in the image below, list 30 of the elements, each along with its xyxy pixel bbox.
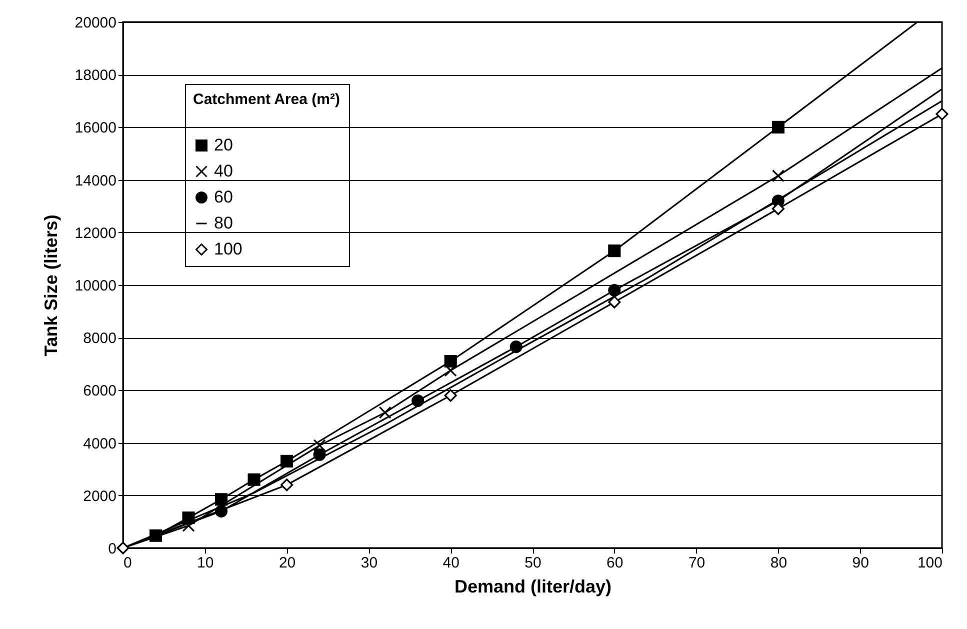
y-tick-label: 2000	[83, 488, 116, 505]
x-tick-label: 70	[688, 554, 706, 572]
legend-label: 100	[214, 240, 242, 258]
y-tick-label: 10000	[74, 278, 116, 294]
y-tick-label: 16000	[74, 120, 116, 137]
y-tick-label: 8000	[83, 330, 116, 348]
y-axis-title: Tank Size (liters)	[40, 214, 61, 356]
x-tick-label: 100	[917, 554, 942, 572]
x-tick-label: 30	[360, 554, 378, 572]
legend-label: 80	[214, 214, 233, 232]
x-tick-label: 60	[606, 554, 624, 572]
legend-label: 40	[214, 162, 233, 180]
x-tick-label: 0	[124, 554, 132, 572]
x-tick-label: 90	[852, 554, 869, 572]
legend-title: Catchment Area (m²)	[193, 91, 340, 108]
y-tick-label: 0	[108, 540, 116, 558]
x-tick-label: 10	[197, 554, 214, 572]
x-tick-label: 20	[278, 554, 296, 572]
y-tick-label: 4000	[83, 435, 116, 452]
y-tick-label: 12000	[74, 224, 116, 242]
legend-label: 60	[214, 188, 233, 206]
y-tick-label: 14000	[74, 172, 116, 190]
x-tick-label: 80	[770, 554, 788, 572]
y-tick-label: 6000	[83, 382, 116, 400]
y-tick-label: 20000	[74, 14, 116, 32]
legend-label: 20	[214, 136, 233, 154]
x-axis-title: Demand (liter/day)	[454, 576, 612, 596]
y-tick-label: 18000	[74, 67, 116, 84]
x-tick-label: 50	[524, 554, 542, 572]
x-tick-label: 40	[442, 554, 460, 572]
